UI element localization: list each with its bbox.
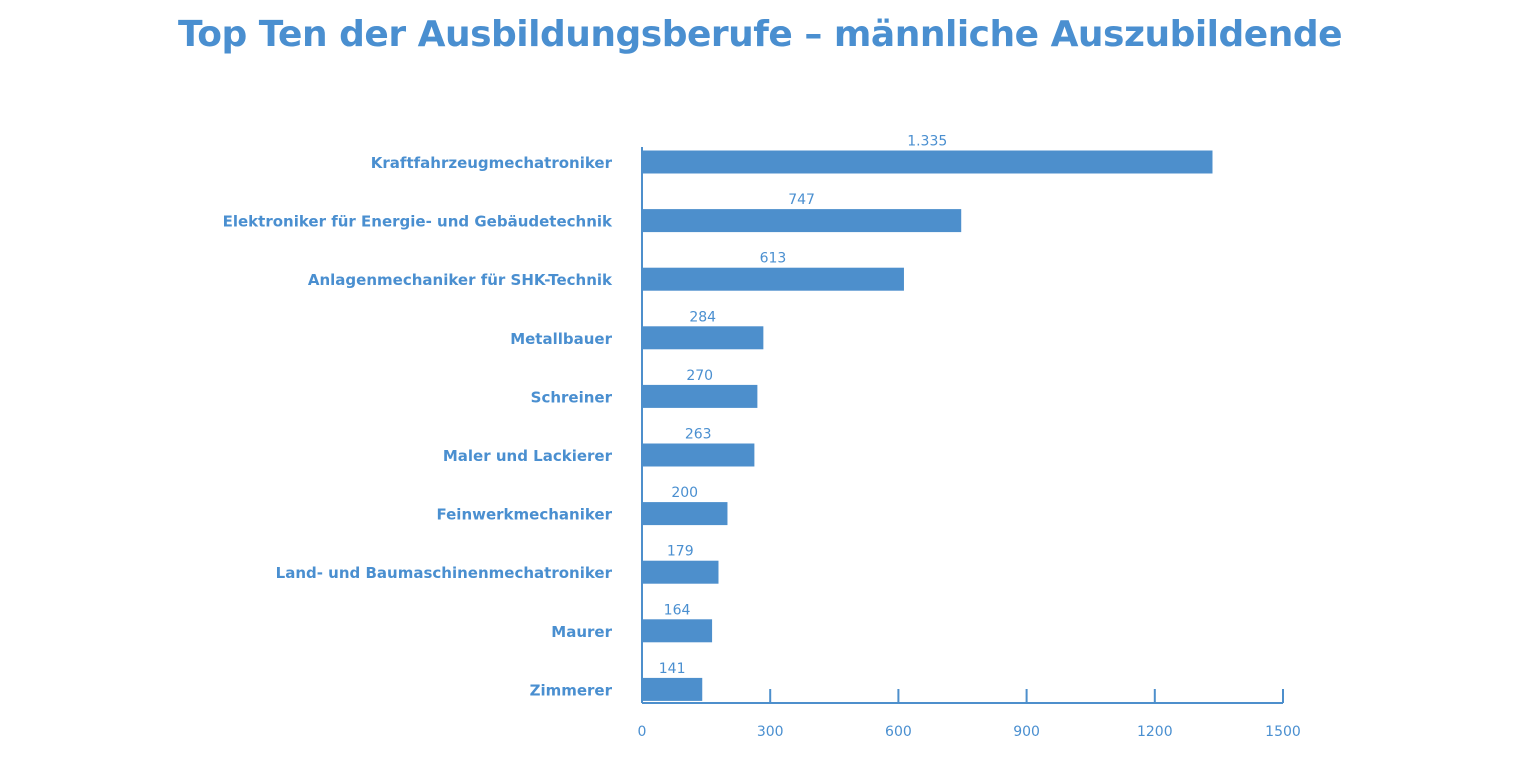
bar-3 [642,326,764,350]
bar-1 [642,209,962,233]
value-label-3: 284 [689,309,716,325]
x-tick-label-3: 900 [1013,724,1040,740]
category-labels-group: Kraftfahrzeugmechatroniker Elektroniker f… [223,154,613,699]
value-label-1: 747 [788,192,815,208]
x-tick-label-4: 1200 [1137,724,1173,740]
value-label-5: 263 [685,427,712,443]
value-labels-group: 1.335 747 613 284 270 263 200 179 164 141 [659,134,948,677]
bar-4 [642,384,758,408]
bar-7 [642,560,719,584]
bar-2 [642,267,904,291]
x-tick-label-2: 600 [885,724,912,740]
bar-8 [642,619,713,643]
x-tick-label-5: 1500 [1265,724,1301,740]
value-label-6: 200 [671,485,698,501]
chart-title: Top Ten der Ausbildungsberufe – männlich… [177,14,1343,55]
value-label-2: 613 [760,251,787,267]
category-label-0: Kraftfahrzeugmechatroniker [371,154,613,172]
category-label-4: Schreiner [531,388,613,406]
bar-9 [642,677,703,701]
bars-group [642,150,1213,701]
category-label-8: Maurer [551,623,612,641]
x-tick-label-1: 300 [757,724,784,740]
value-label-7: 179 [667,544,694,560]
x-tick-label-0: 0 [638,724,647,740]
category-label-3: Metallbauer [510,330,612,348]
bar-5 [642,443,755,467]
value-label-0: 1.335 [907,134,947,150]
value-label-8: 164 [664,602,691,618]
axes-group: 0 300 600 900 1200 1500 [638,147,1301,740]
category-label-5: Maler und Lackierer [443,447,613,465]
value-label-4: 270 [686,368,713,384]
category-label-7: Land- und Baumaschinenmechatroniker [276,564,613,582]
category-label-1: Elektroniker für Energie- und Gebäudetec… [223,213,613,231]
category-label-9: Zimmerer [530,681,613,699]
category-label-6: Feinwerkmechaniker [437,506,613,524]
bar-6 [642,502,728,526]
value-label-9: 141 [659,661,686,677]
category-label-2: Anlagenmechaniker für SHK-Technik [308,271,613,289]
bar-0 [642,150,1213,174]
